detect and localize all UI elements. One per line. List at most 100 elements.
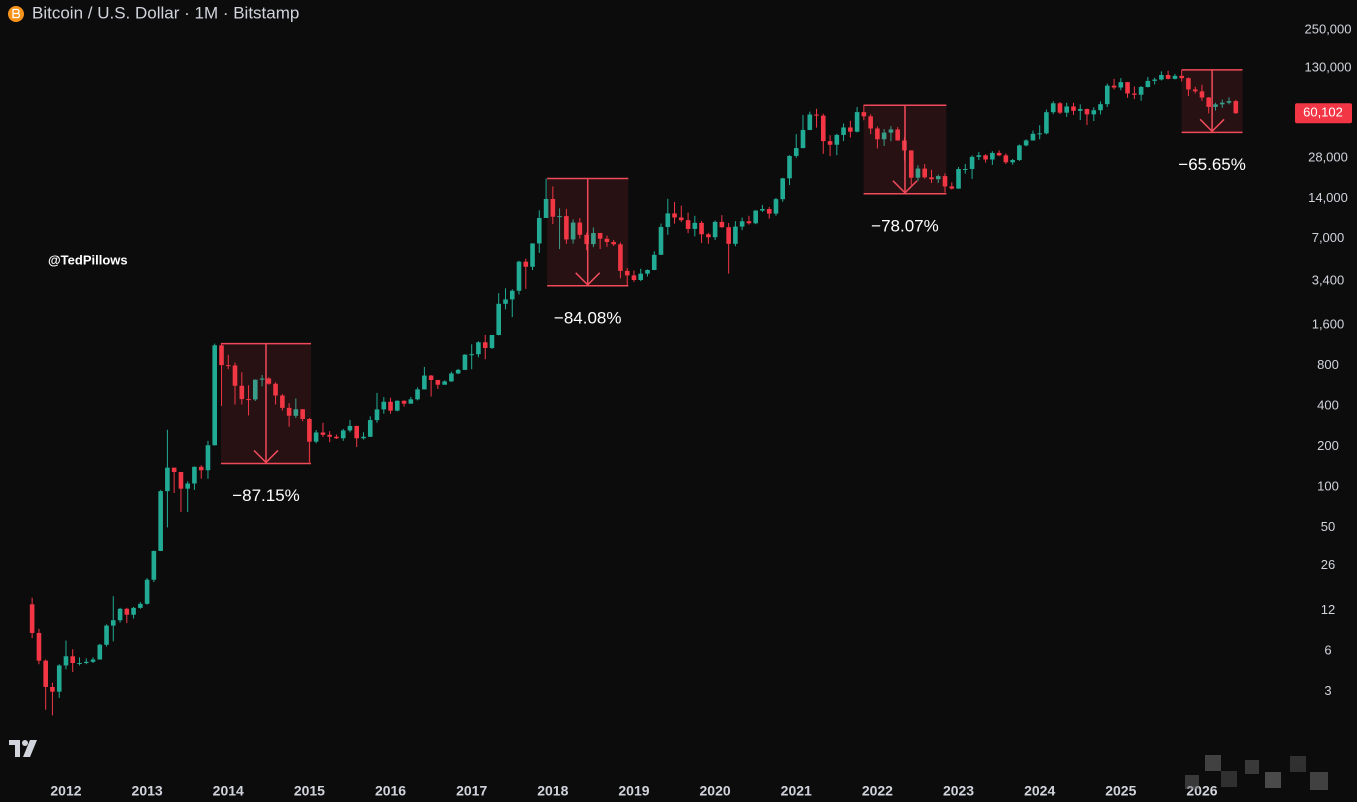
candle-body [205, 445, 211, 471]
candle-body [712, 221, 718, 238]
candle-body [320, 432, 326, 435]
candle-body [564, 216, 569, 240]
candle-body [449, 373, 454, 382]
candle-body [43, 660, 48, 687]
watermark: @TedPillows [48, 252, 128, 267]
candle-body [942, 176, 948, 187]
candle-body [232, 365, 238, 386]
candle-body [976, 155, 982, 157]
y-tick-label: 3 [1324, 683, 1331, 698]
x-tick-label: 2015 [294, 783, 325, 799]
candle-body [1098, 104, 1103, 111]
candle-body [503, 299, 508, 304]
candle-body [476, 342, 481, 355]
y-tick-label: 12 [1321, 602, 1335, 617]
candle-body [996, 152, 1002, 156]
candle-body [1186, 78, 1191, 90]
candle-body [962, 168, 968, 170]
candle-body [983, 155, 988, 160]
x-tick-label: 2020 [700, 783, 731, 799]
chart-title: Bitcoin / U.S. Dollar · 1M · Bitstamp [32, 3, 299, 22]
x-tick-label: 2014 [213, 783, 244, 799]
candle-body [347, 425, 353, 431]
candle-body [165, 467, 170, 492]
candle-body [1179, 75, 1184, 79]
candle-body [618, 244, 623, 271]
candle-body [922, 168, 927, 178]
candle-body [90, 659, 96, 662]
candle-body [1199, 91, 1205, 98]
y-tick-label: 800 [1317, 357, 1339, 372]
bitcoin-icon-glyph [12, 8, 21, 19]
candle-body [726, 227, 731, 244]
candle-body [908, 150, 914, 178]
candle-body [77, 663, 82, 665]
candle-body [1017, 145, 1022, 161]
drawdown-arrowhead [892, 180, 918, 194]
candle-body [293, 409, 299, 416]
candle-body [225, 365, 231, 367]
candle-body [1219, 102, 1225, 105]
candle-body [678, 217, 684, 221]
candle-body [381, 401, 387, 410]
candle-body [1077, 109, 1083, 111]
candle-body [340, 430, 346, 439]
candle-body [401, 400, 407, 404]
y-tick-label: 14,000 [1308, 190, 1348, 205]
y-tick-label: 1,600 [1312, 316, 1345, 331]
candle-body [124, 608, 130, 615]
x-tick-label: 2024 [1024, 783, 1055, 799]
candle-body [570, 222, 576, 240]
candle-body [949, 186, 955, 189]
x-tick-label: 2025 [1105, 783, 1136, 799]
candle-body [185, 483, 190, 489]
candle-body [1233, 101, 1239, 114]
candle-body [733, 226, 738, 244]
y-tick-label: 250,000 [1305, 21, 1352, 36]
candle-body [807, 114, 813, 130]
candle-body [442, 381, 447, 385]
candle-body [631, 275, 637, 281]
candle-body [1159, 75, 1164, 80]
candle-body [144, 579, 150, 604]
candle-body [388, 401, 393, 411]
candle-body [645, 269, 650, 274]
candle-body [787, 155, 792, 179]
candle-body [1111, 85, 1117, 88]
candle-body [469, 354, 474, 356]
candle-body [658, 226, 664, 255]
candle-body [706, 234, 711, 238]
candle-body [1172, 75, 1178, 79]
candle-body [1192, 89, 1198, 92]
candle-body [820, 115, 826, 142]
candle-body [415, 389, 420, 400]
x-tick-label: 2022 [862, 783, 893, 799]
plot-area: 3 6 12 26 50 100 200 400 800 1,600 3,400 7,000 14,00… [29, 21, 1352, 799]
candle-body [239, 385, 245, 400]
candle-body [692, 222, 698, 229]
candle-body [746, 221, 752, 224]
candle-body [198, 466, 204, 471]
candle-body [766, 209, 772, 214]
candle-body [800, 129, 806, 149]
candle-body [131, 607, 136, 615]
candle-body [739, 221, 745, 227]
last-price-tag [1295, 103, 1352, 124]
candle-body [1206, 97, 1211, 107]
x-tick-label: 2023 [943, 783, 974, 799]
candle-body [29, 604, 35, 633]
candle-body [286, 407, 292, 416]
candle-body [536, 217, 542, 244]
y-tick-label: 400 [1317, 397, 1339, 412]
last-price-label: 60,102 [1303, 105, 1343, 120]
candle-body [1044, 112, 1049, 134]
candle-body [753, 210, 758, 224]
candle-body [394, 400, 400, 411]
candle-body [1064, 106, 1069, 113]
candle-body [915, 168, 921, 178]
candle-body [956, 169, 961, 189]
candle-body [178, 472, 184, 489]
tradingview-logo [9, 740, 37, 757]
candle-body [935, 176, 941, 180]
